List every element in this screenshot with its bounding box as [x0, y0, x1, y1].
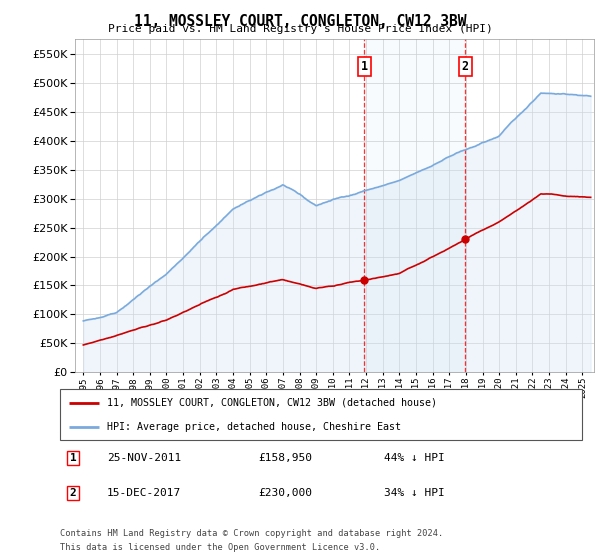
Text: 25-NOV-2011: 25-NOV-2011: [107, 453, 181, 463]
Bar: [364, 39, 465, 372]
Text: 2: 2: [461, 60, 469, 73]
Text: £230,000: £230,000: [259, 488, 313, 498]
Text: HPI: Average price, detached house, Cheshire East: HPI: Average price, detached house, Ches…: [107, 422, 401, 432]
Text: 34% ↓ HPI: 34% ↓ HPI: [383, 488, 445, 498]
Text: 11, MOSSLEY COURT, CONGLETON, CW12 3BW (detached house): 11, MOSSLEY COURT, CONGLETON, CW12 3BW (…: [107, 398, 437, 408]
Text: £158,950: £158,950: [259, 453, 313, 463]
Text: 2: 2: [70, 488, 76, 498]
Text: 44% ↓ HPI: 44% ↓ HPI: [383, 453, 445, 463]
Text: Contains HM Land Registry data © Crown copyright and database right 2024.: Contains HM Land Registry data © Crown c…: [60, 529, 443, 538]
Text: 1: 1: [70, 453, 76, 463]
Text: Price paid vs. HM Land Registry's House Price Index (HPI): Price paid vs. HM Land Registry's House …: [107, 24, 493, 34]
Text: This data is licensed under the Open Government Licence v3.0.: This data is licensed under the Open Gov…: [60, 543, 380, 552]
Text: 1: 1: [361, 60, 368, 73]
FancyBboxPatch shape: [60, 389, 582, 440]
Text: 15-DEC-2017: 15-DEC-2017: [107, 488, 181, 498]
Text: 11, MOSSLEY COURT, CONGLETON, CW12 3BW: 11, MOSSLEY COURT, CONGLETON, CW12 3BW: [134, 14, 466, 29]
